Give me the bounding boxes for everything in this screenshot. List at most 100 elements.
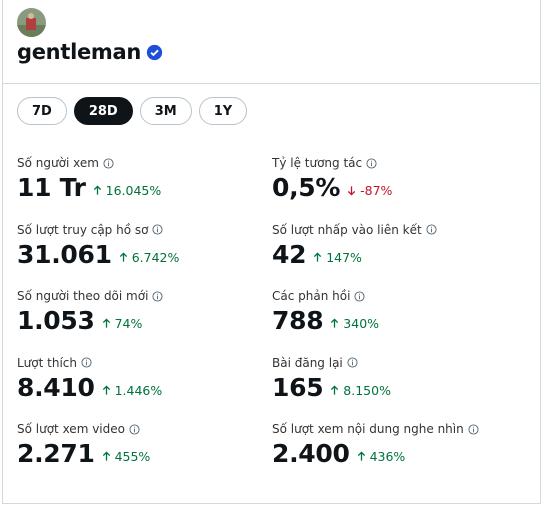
metric-value: 42: [272, 239, 307, 269]
range-tabs: 7D 28D 3M 1Y: [17, 97, 248, 125]
metric-label: Các phản hồi: [272, 288, 527, 304]
info-icon: [103, 157, 114, 169]
range-tab[interactable]: 28D: [73, 97, 133, 125]
metric-change: 8.150%: [329, 383, 391, 398]
metric: Các phản hồi 788 340%: [272, 288, 527, 355]
metric: Số người theo dõi mới 1.053 74%: [17, 288, 272, 355]
range-tab[interactable]: 3M: [139, 97, 192, 125]
info-icon: [129, 423, 140, 435]
metric-label-text: Lượt thích: [17, 355, 77, 370]
metric-change-text: 6.742%: [131, 249, 180, 265]
metric-value: 788: [272, 306, 324, 335]
name-text: gentleman: [17, 40, 142, 64]
trend-arrow: [357, 451, 365, 461]
metric-value: 165: [272, 372, 324, 402]
metric-row: 42 147%: [272, 240, 527, 269]
metric-label: Lượt thích: [17, 355, 272, 371]
avatar[interactable]: [17, 8, 46, 37]
metric-value: 31.061: [17, 239, 112, 269]
range-tab[interactable]: 1Y: [198, 97, 248, 125]
trend-arrow: [119, 251, 127, 262]
metric-label-text: Bài đăng lại: [272, 355, 343, 370]
info-icon: [354, 290, 365, 302]
metric-label: Bài đăng lại: [272, 355, 527, 371]
metric-change-text: -87%: [360, 183, 393, 198]
metric-row: 11 Tr 16.045%: [17, 173, 272, 202]
trend-arrow: [331, 318, 339, 328]
divider: [3, 83, 540, 84]
metric-label-text: Số người theo dõi mới: [17, 289, 149, 303]
verified-badge: [146, 44, 163, 60]
metric-row: 8.410 1.446%: [17, 373, 272, 402]
metric-label-text: Các phản hồi: [272, 289, 351, 303]
range-tab[interactable]: 7D: [17, 97, 67, 125]
info-icon: [152, 224, 164, 235]
metric-value: 11 Tr: [17, 173, 86, 202]
metric-value: 2.400: [272, 439, 350, 468]
metric-change-text: 340%: [343, 316, 380, 331]
metric-label: Số lượt truy cập hồ sơ: [17, 222, 272, 238]
metric: Bài đăng lại 165 8.150%: [272, 355, 527, 422]
trend-arrow: [102, 318, 110, 328]
metric-change-text: 1.446%: [114, 382, 163, 398]
metric-change: 16.045%: [92, 183, 162, 198]
metric-change-text: 436%: [369, 449, 406, 464]
metric-value: 2.271: [17, 439, 95, 468]
metric-label-text: Số lượt xem video: [17, 422, 125, 436]
metric-row: 788 340%: [272, 306, 527, 335]
metric-row: 31.061 6.742%: [17, 240, 272, 269]
info-icon: [426, 224, 437, 235]
metric-label: Số lượt nhấp vào liên kết: [272, 222, 527, 238]
metric-change: 147%: [312, 250, 362, 265]
metric: Số lượt xem nội dung nghe nhìn 2.400 436%: [272, 421, 527, 488]
metric-change-text: 147%: [326, 249, 362, 265]
info-icon: [347, 357, 358, 368]
metric: Lượt thích 8.410 1.446%: [17, 355, 272, 422]
metric: Tỷ lệ tương tác 0,5% -87%: [272, 155, 527, 222]
avatar-image: [17, 8, 46, 37]
metric-label-text: Số lượt truy cập hồ sơ: [17, 222, 149, 237]
metric: Số lượt xem video 2.271 455%: [17, 421, 272, 488]
metric-change-text: 8.150%: [343, 382, 391, 398]
trend-arrow: [93, 185, 101, 195]
metric: Số lượt nhấp vào liên kết 42 147%: [272, 222, 527, 289]
metric-label: Số lượt xem video: [17, 421, 272, 437]
metric-change-text: 455%: [114, 449, 151, 464]
metric-change: -87%: [346, 183, 392, 198]
metric-value: 1.053: [17, 306, 95, 335]
metric: Số lượt truy cập hồ sơ 31.061 6.742%: [17, 222, 272, 289]
metric-change: 74%: [101, 316, 143, 331]
info-icon: [366, 157, 377, 169]
metric-label-text: Số người xem: [17, 156, 99, 170]
info-icon: [81, 357, 92, 368]
metric-change: 1.446%: [101, 382, 163, 398]
metric-label: Số lượt xem nội dung nghe nhìn: [272, 421, 527, 437]
metric-change: 455%: [101, 449, 151, 464]
metric-row: 0,5% -87%: [272, 173, 527, 202]
profile-name: gentleman: [17, 40, 163, 64]
metric-change-text: 16.045%: [105, 183, 162, 198]
trend-arrow: [102, 451, 110, 461]
metric-label-text: Số lượt nhấp vào liên kết: [272, 222, 422, 237]
metrics-grid: Số người xem 11 Tr 16.045% Tỷ lệ tương tác 0…: [17, 155, 527, 488]
trend-arrow: [347, 186, 356, 196]
metric-value: 8.410: [17, 372, 95, 402]
metric-label-text: Số lượt xem nội dung nghe nhìn: [272, 422, 464, 436]
trend-arrow: [314, 251, 322, 262]
metric-change: 6.742%: [118, 249, 180, 265]
metric-label: Số người theo dõi mới: [17, 288, 272, 304]
metric: Số người xem 11 Tr 16.045%: [17, 155, 272, 222]
metric-label-text: Tỷ lệ tương tác: [272, 156, 363, 170]
metric-row: 1.053 74%: [17, 306, 272, 335]
trend-arrow: [331, 384, 339, 395]
metric-label: Số người xem: [17, 155, 272, 171]
metric-row: 165 8.150%: [272, 373, 527, 402]
metric-change-text: 74%: [114, 316, 143, 331]
info-icon: [468, 423, 479, 435]
info-icon: [152, 290, 163, 302]
metric-value: 0,5%: [272, 173, 341, 202]
metric-row: 2.271 455%: [17, 439, 272, 468]
metric-row: 2.400 436%: [272, 439, 527, 468]
metric-change: 436%: [356, 449, 406, 464]
